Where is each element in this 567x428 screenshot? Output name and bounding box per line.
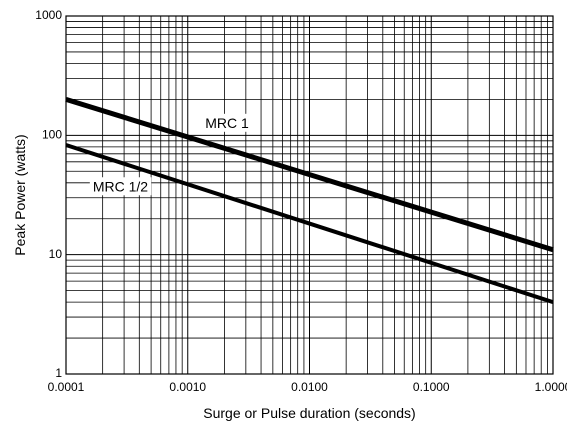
series-label-mrc-half: MRC 1/2 <box>93 178 148 194</box>
series-label-mrc-1: MRC 1 <box>205 115 249 131</box>
series-layer: MRC 1 MRC 1/2 <box>65 97 554 305</box>
y-tick-label: 10 <box>49 247 63 261</box>
tick-labels: 0.0001 0.0010 0.0100 0.1000 1.0000 1 10 100 1000 <box>35 8 567 394</box>
y-tick-label: 100 <box>42 128 62 142</box>
y-axis-title: Peak Power (watts) <box>12 134 28 255</box>
x-tick-label: 0.1000 <box>413 380 450 394</box>
x-tick-label: 0.0100 <box>291 380 328 394</box>
series-label-background <box>89 177 152 196</box>
series-label-background <box>202 113 252 132</box>
plot-frame <box>65 15 554 375</box>
grid <box>65 16 553 375</box>
x-tick-label: 1.0000 <box>535 380 567 394</box>
series-line-mrc-1 <box>65 97 554 253</box>
x-tick-label: 0.0001 <box>48 380 85 394</box>
x-tick-label: 0.0010 <box>169 380 206 394</box>
series-line-mrc-half <box>65 143 554 305</box>
y-tick-label: 1000 <box>35 8 62 22</box>
y-tick-label: 1 <box>55 366 62 380</box>
x-axis-title: Surge or Pulse duration (seconds) <box>203 405 415 421</box>
